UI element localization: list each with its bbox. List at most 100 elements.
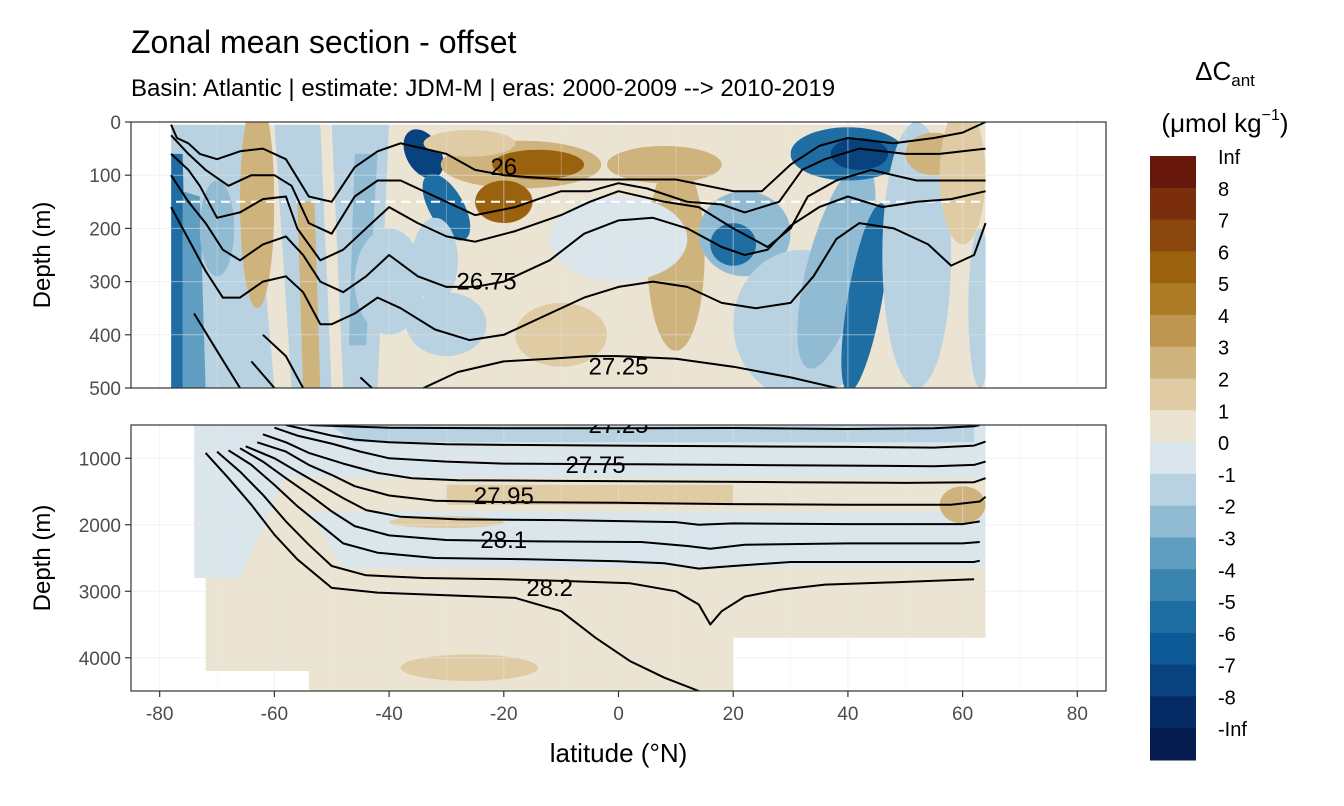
- legend-label: -1: [1218, 465, 1236, 487]
- legend-swatch: [1150, 283, 1196, 316]
- legend-swatch: [1150, 378, 1196, 411]
- legend-label: 0: [1218, 433, 1229, 455]
- anomaly-fill-blob: [830, 137, 889, 170]
- x-tick-label: -60: [261, 704, 288, 725]
- legend-label: -8: [1218, 687, 1236, 709]
- legend-label: 2: [1218, 370, 1229, 392]
- anomaly-fill-gap: [182, 671, 309, 691]
- density-contour-line: [250, 360, 276, 388]
- legend-label: -5: [1218, 592, 1236, 614]
- density-contour-line: [308, 425, 981, 430]
- legend-swatch: [1150, 187, 1196, 221]
- legend-label: 1: [1218, 401, 1229, 423]
- density-contour-line: [170, 153, 986, 262]
- y-tick-label: 0: [110, 113, 121, 134]
- density-contour-line: [274, 426, 986, 468]
- y-tick-label: 400: [89, 326, 121, 347]
- legend-label: -7: [1218, 656, 1236, 678]
- anomaly-fill-blob: [841, 203, 889, 388]
- contour-label: 28.2: [526, 575, 573, 602]
- anomaly-fill-blob: [797, 162, 876, 369]
- legend-label: -4: [1218, 560, 1236, 582]
- legend-swatch: [1150, 473, 1196, 507]
- anomaly-fill-gap: [733, 637, 986, 691]
- density-contour-line: [170, 174, 986, 294]
- contour-label: 27.25: [588, 354, 648, 381]
- density-contour-line: [216, 450, 975, 626]
- legend-label: 5: [1218, 274, 1229, 296]
- contour-label: 27.95: [474, 483, 534, 510]
- anomaly-fill-gap: [131, 425, 195, 691]
- contour-label: 28.1: [480, 527, 527, 554]
- legend-swatch: [1150, 601, 1196, 634]
- x-tick-label: -40: [375, 704, 402, 725]
- anomaly-fill-blob: [240, 122, 275, 309]
- anomaly-fill-blob: [194, 425, 309, 578]
- density-contour-line: [423, 355, 837, 388]
- density-contour-line: [204, 452, 700, 691]
- legend-swatch: [1150, 410, 1196, 443]
- x-tick-label: -80: [146, 704, 173, 725]
- density-contour-line: [193, 312, 241, 388]
- density-contour-line: [256, 441, 987, 506]
- anomaly-fill-blob: [297, 201, 321, 388]
- density-contour-line: [170, 206, 987, 342]
- density-contour-line: [170, 134, 986, 235]
- legend-swatch: [1150, 442, 1196, 475]
- x-tick-label: -20: [490, 704, 517, 725]
- anomaly-fill-blob: [400, 654, 539, 681]
- density-contour-line: [285, 425, 986, 449]
- density-contour-line: [170, 122, 987, 203]
- x-tick-label: 0: [613, 704, 624, 725]
- legend-label: -3: [1218, 528, 1236, 550]
- density-contour-line: [245, 445, 980, 526]
- legend-swatch: [1150, 505, 1196, 538]
- contour-label: 26.75: [457, 269, 517, 296]
- legend-swatch: [1150, 696, 1196, 729]
- contour-label: 26: [490, 154, 517, 181]
- legend-label: 7: [1218, 211, 1229, 233]
- anomaly-fill-gap: [131, 122, 172, 388]
- anomaly-fill-blob: [331, 426, 975, 443]
- anomaly-fill-gap: [985, 425, 1106, 691]
- legend-title: ΔCant: [1195, 56, 1255, 90]
- legend-swatch: [1150, 219, 1196, 252]
- y-tick-label: 200: [89, 219, 121, 240]
- legend-swatch: [1150, 632, 1196, 666]
- legend-swatch: [1150, 664, 1196, 697]
- y-tick-label: 2000: [79, 516, 121, 537]
- density-contour-line: [239, 447, 980, 550]
- density-contour-line: [262, 433, 986, 484]
- x-tick-label: 80: [1067, 704, 1088, 725]
- legend-swatch: [1150, 728, 1196, 761]
- legend-label: 3: [1218, 338, 1229, 360]
- y-tick-label: 1000: [79, 449, 121, 470]
- contour-label: 27.75: [566, 452, 626, 479]
- legend-label: 4: [1218, 306, 1229, 328]
- legend-unit: (μmol kg−1): [1161, 107, 1288, 138]
- legend-label: 6: [1218, 242, 1229, 264]
- contour-label: 27.25: [588, 412, 648, 439]
- anomaly-fill-blob: [882, 122, 952, 388]
- chart-subtitle: Basin: Atlantic | estimate: JDM-M | eras…: [131, 75, 836, 102]
- legend-label: -Inf: [1218, 719, 1247, 741]
- legend-label: -2: [1218, 497, 1236, 519]
- x-tick-label: 40: [837, 704, 858, 725]
- y-axis-title: Depth (m): [29, 202, 56, 309]
- anomaly-fill-gap: [985, 122, 1106, 388]
- legend-swatch: [1150, 346, 1196, 380]
- legend-swatch: [1150, 251, 1196, 284]
- legend-swatch: [1150, 537, 1196, 570]
- anomaly-fill-blob: [446, 484, 734, 505]
- anomaly-fill-blob: [968, 228, 992, 388]
- chart-title: Zonal mean section - offset: [131, 24, 517, 60]
- legend-swatch: [1150, 569, 1196, 602]
- anomaly-fill-blob: [607, 146, 722, 184]
- y-tick-label: 100: [89, 166, 121, 187]
- x-tick-label: 20: [723, 704, 744, 725]
- upper-panel-frame: [130, 121, 1107, 389]
- y-tick-label: 300: [89, 273, 121, 294]
- y-tick-label: 3000: [79, 582, 121, 603]
- density-contour-line: [262, 334, 304, 388]
